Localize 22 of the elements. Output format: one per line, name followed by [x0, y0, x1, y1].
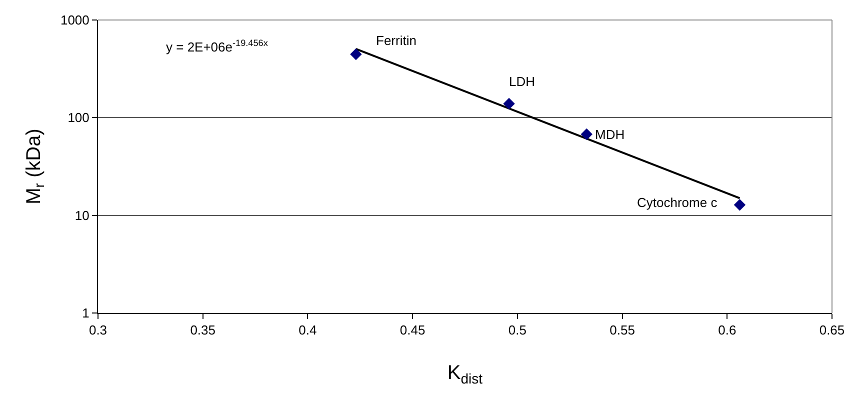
- x-tick-label: 0.3: [88, 322, 108, 338]
- x-tick-label: 0.65: [819, 322, 845, 338]
- x-tick-label: 0.6: [718, 322, 736, 338]
- y-tick-label: 100: [68, 110, 90, 126]
- point: [580, 128, 592, 140]
- annotation: Cytochrome c: [637, 195, 718, 210]
- point: [734, 199, 746, 211]
- x-tick-label: 0.4: [298, 322, 317, 338]
- point: [350, 48, 362, 60]
- annotation: MDH: [595, 127, 625, 142]
- annotation: LDH: [509, 74, 536, 89]
- y-tick-label: 1000: [60, 12, 90, 28]
- x-tick-label: 0.45: [400, 322, 426, 338]
- x-tick-label: 0.55: [610, 322, 635, 338]
- point: [503, 98, 515, 110]
- x-tick-label: 0.5: [508, 322, 526, 338]
- y-tick-label: 1: [82, 306, 90, 321]
- y-tick-label: 10: [74, 208, 90, 223]
- x-tick-label: 0.35: [190, 322, 216, 338]
- x-axis-title: K$_{dist}$: [447, 362, 483, 386]
- annotation: y = 2E+06e$^{-19.456x}$: [166, 38, 268, 54]
- annotation: Ferritin: [376, 33, 416, 48]
